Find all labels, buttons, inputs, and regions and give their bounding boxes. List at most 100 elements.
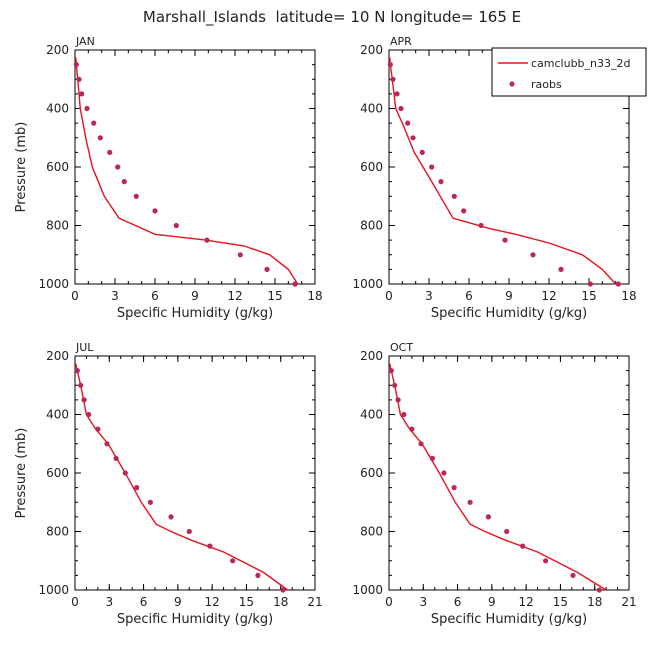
raobs-point xyxy=(570,572,576,579)
raobs-point xyxy=(264,266,270,272)
raobs-point xyxy=(558,266,564,272)
legend-box xyxy=(491,47,647,97)
model-line xyxy=(389,57,617,285)
x-tick-label: 6 xyxy=(151,289,159,303)
x-tick-label: 15 xyxy=(239,595,254,609)
x-tick-label: 9 xyxy=(174,595,182,609)
raobs-point xyxy=(104,441,110,447)
y-tick-label: 800 xyxy=(46,525,69,539)
raobs-point xyxy=(504,528,510,535)
raobs-point xyxy=(405,120,411,126)
raobs-point xyxy=(388,368,394,374)
x-tick-label: 0 xyxy=(385,595,393,609)
y-tick-label: 800 xyxy=(360,219,383,233)
raobs-point xyxy=(467,499,473,505)
y-tick-label: 600 xyxy=(46,160,69,174)
y-tick-label: 400 xyxy=(46,408,69,422)
x-tick-label: 18 xyxy=(587,595,602,609)
y-tick-label: 600 xyxy=(360,466,383,480)
raobs-point xyxy=(398,105,404,112)
y-tick-label: 800 xyxy=(46,219,69,233)
x-tick-label: 6 xyxy=(454,595,462,609)
raobs-point xyxy=(390,76,396,82)
raobs-point xyxy=(147,499,153,505)
raobs-point xyxy=(255,572,261,579)
raobs-point xyxy=(152,208,158,214)
raobs-point xyxy=(292,281,298,287)
panel-title: JUL xyxy=(75,341,94,354)
y-tick-label: 800 xyxy=(360,525,383,539)
x-tick-label: 0 xyxy=(71,289,79,303)
raobs-point xyxy=(186,528,192,535)
raobs-point xyxy=(76,76,82,82)
x-tick-label: 3 xyxy=(419,595,427,609)
raobs-point xyxy=(237,252,243,258)
raobs-point xyxy=(173,222,179,229)
legend-obs-label: raobs xyxy=(531,78,562,91)
raobs-point xyxy=(587,281,593,287)
x-tick-label: 6 xyxy=(465,289,473,303)
y-tick-label: 1000 xyxy=(38,277,69,291)
y-tick-label: 400 xyxy=(360,408,383,422)
x-tick-label: 12 xyxy=(227,289,242,303)
raobs-point xyxy=(438,179,444,185)
x-axis-label: Specific Humidity (g/kg) xyxy=(431,306,587,321)
x-tick-label: 6 xyxy=(140,595,148,609)
raobs-point xyxy=(419,149,425,155)
y-tick-label: 1000 xyxy=(352,277,383,291)
y-tick-label: 600 xyxy=(360,160,383,174)
y-tick-label: 200 xyxy=(360,43,383,57)
raobs-point xyxy=(168,514,174,520)
y-tick-label: 200 xyxy=(46,43,69,57)
y-tick-label: 1000 xyxy=(38,583,69,597)
y-tick-label: 600 xyxy=(46,466,69,480)
plot-frame xyxy=(74,49,316,285)
raobs-point xyxy=(392,382,398,388)
raobs-point xyxy=(485,514,491,520)
panel-title: OCT xyxy=(390,341,413,354)
raobs-point xyxy=(418,441,424,447)
raobs-point xyxy=(401,411,407,418)
x-tick-label: 15 xyxy=(581,289,596,303)
y-tick-label: 200 xyxy=(360,349,383,363)
raobs-point xyxy=(387,62,393,68)
raobs-point xyxy=(207,543,213,549)
y-tick-label: 400 xyxy=(360,102,383,116)
raobs-point xyxy=(122,470,128,476)
raobs-point xyxy=(502,237,508,243)
raobs-point xyxy=(115,164,121,170)
raobs-point xyxy=(615,281,621,287)
raobs-point xyxy=(134,485,140,491)
raobs-point xyxy=(97,135,103,141)
x-tick-label: 9 xyxy=(505,289,513,303)
raobs-point xyxy=(451,193,457,199)
x-tick-label: 12 xyxy=(541,289,556,303)
legend-model-label: camclubb_n33_2d xyxy=(531,57,631,70)
x-tick-label: 12 xyxy=(519,595,534,609)
x-tick-label: 18 xyxy=(621,289,636,303)
panel-title: JAN xyxy=(75,35,95,48)
raobs-point xyxy=(530,252,536,258)
raobs-point xyxy=(230,558,236,564)
raobs-point xyxy=(429,455,435,461)
raobs-point xyxy=(451,485,457,491)
raobs-point xyxy=(78,382,84,388)
y-tick-label: 1000 xyxy=(352,583,383,597)
raobs-point xyxy=(84,105,90,112)
raobs-point xyxy=(441,470,447,476)
raobs-point xyxy=(520,543,526,549)
model-line xyxy=(75,57,299,285)
raobs-point xyxy=(596,587,602,593)
raobs-point xyxy=(394,91,400,97)
raobs-point xyxy=(280,587,286,593)
raobs-point xyxy=(121,179,127,185)
raobs-point xyxy=(204,237,210,243)
y-axis-label: Pressure (mb) xyxy=(14,428,29,519)
model-line xyxy=(74,363,289,591)
x-tick-label: 9 xyxy=(191,289,199,303)
